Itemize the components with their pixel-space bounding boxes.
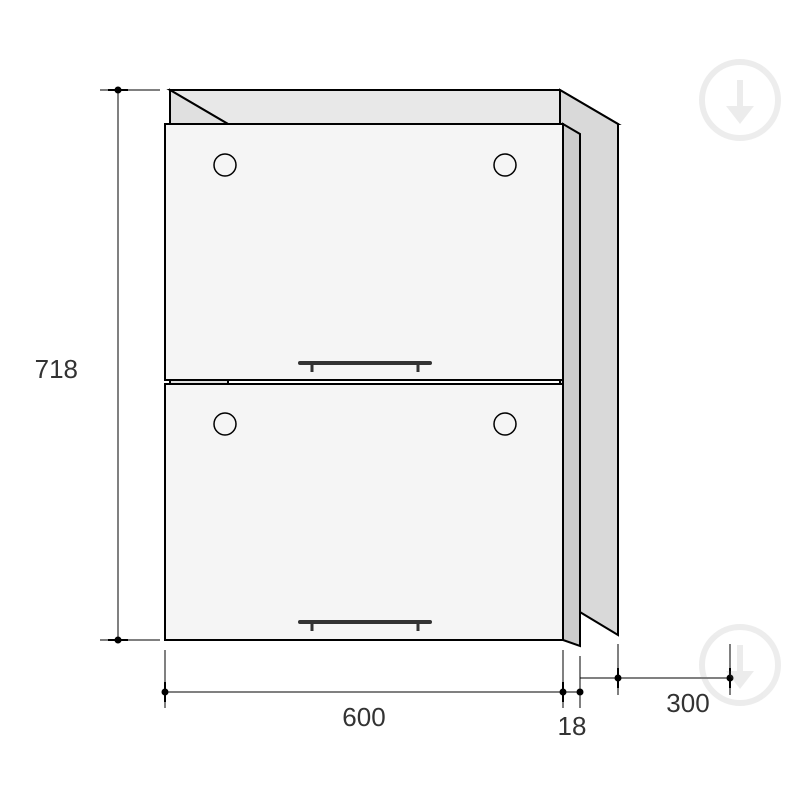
- dim-width: [162, 650, 566, 708]
- watermark-icon: [702, 62, 778, 138]
- cabinet-diagram: 718 600 18 300: [0, 0, 799, 799]
- dim-gap: [563, 656, 583, 708]
- dim-height: [100, 87, 160, 643]
- side-strip: [563, 124, 580, 646]
- dim-height-label: 718: [35, 354, 78, 384]
- watermark-icon: [702, 627, 778, 703]
- dim-width-label: 600: [342, 702, 385, 732]
- dim-depth-label: 300: [666, 688, 709, 718]
- dim-gap-label: 18: [558, 711, 587, 741]
